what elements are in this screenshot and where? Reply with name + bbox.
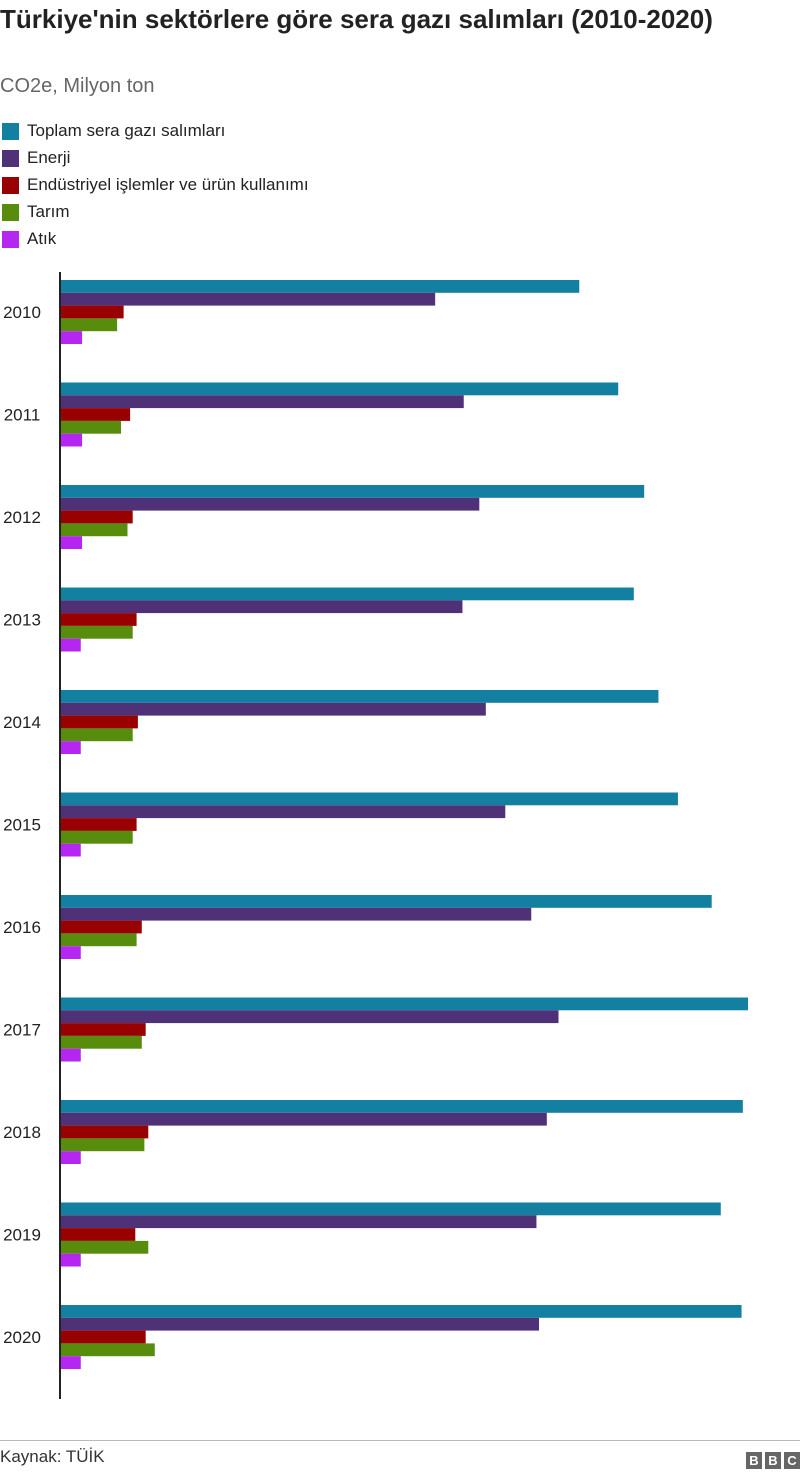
chart-subtitle: CO2e, Milyon ton: [0, 75, 155, 97]
bar-2012-1: [60, 485, 645, 498]
bar-2016-3: [60, 920, 142, 934]
category-label: 2017: [3, 1021, 41, 1040]
bar-2019-5: [60, 1253, 81, 1267]
bar-2015-4: [60, 830, 133, 844]
bar-2017-4: [60, 1035, 142, 1049]
bar-2019-2: [60, 1215, 537, 1229]
bar-2012-2: [60, 497, 480, 511]
legend-label: Toplam sera gazı salımları: [27, 121, 226, 140]
bbc-logo-letter: B: [765, 1452, 781, 1469]
bar-2013-3: [60, 613, 137, 626]
bar-2015-2: [60, 805, 506, 819]
bar-2019-4: [60, 1240, 149, 1254]
bar-2018-5: [60, 1151, 81, 1164]
category-label: 2019: [3, 1226, 41, 1245]
bar-2010-4: [60, 318, 118, 332]
legend-label: Enerji: [27, 148, 71, 167]
legend-swatch: [2, 204, 19, 221]
category-label: 2020: [3, 1328, 41, 1347]
category-label: 2011: [4, 406, 41, 425]
bar-2020-4: [60, 1343, 155, 1357]
bar-chart: 2010 2011 2012 2013 2014 2015 2016 2017 2018 2019…: [3, 272, 749, 1399]
bar-2020-2: [60, 1317, 540, 1331]
bar-2020-3: [60, 1330, 146, 1344]
legend-label: Endüstriyel işlemler ve ürün kullanımı: [27, 175, 309, 194]
bar-2017-3: [60, 1023, 146, 1036]
legend-swatch: [2, 177, 19, 194]
bar-2014-1: [60, 690, 659, 703]
bar-2020-1: [60, 1305, 742, 1318]
category-label: 2010: [3, 303, 41, 322]
legend-swatch: [2, 123, 19, 140]
bar-2011-3: [60, 408, 131, 421]
bar-2016-4: [60, 933, 137, 947]
legend-swatch: [2, 150, 19, 167]
legend-label: Atık: [27, 229, 57, 248]
bar-2016-5: [60, 946, 81, 959]
bar-2016-1: [60, 895, 712, 908]
bar-2012-4: [60, 523, 128, 537]
bar-2017-1: [60, 997, 749, 1011]
bar-2018-2: [60, 1112, 547, 1126]
bar-2015-5: [60, 843, 81, 857]
source-note: Kaynak: TÜİK: [0, 1447, 105, 1466]
bar-2014-3: [60, 715, 138, 729]
bar-2018-1: [60, 1100, 743, 1113]
bar-2013-2: [60, 600, 463, 614]
category-label: 2018: [3, 1123, 41, 1142]
bar-2013-4: [60, 625, 133, 639]
bar-2013-5: [60, 638, 81, 652]
bar-2014-5: [60, 741, 81, 754]
bar-2019-3: [60, 1228, 136, 1241]
bar-2014-4: [60, 728, 133, 742]
bar-2012-3: [60, 510, 133, 524]
category-label: 2015: [3, 816, 41, 835]
category-label: 2014: [3, 713, 41, 732]
bar-2011-5: [60, 433, 83, 447]
bar-2020-5: [60, 1356, 81, 1369]
bar-2010-3: [60, 305, 124, 319]
bar-2019-1: [60, 1202, 721, 1216]
bar-2014-2: [60, 702, 486, 716]
category-label: 2012: [3, 508, 41, 527]
bar-2015-3: [60, 818, 137, 831]
bar-2015-1: [60, 792, 678, 806]
bar-2011-1: [60, 382, 619, 396]
bar-2016-2: [60, 907, 532, 921]
bar-2010-5: [60, 331, 83, 344]
category-label: 2013: [3, 611, 41, 630]
bar-2018-4: [60, 1138, 145, 1152]
bar-2011-2: [60, 395, 464, 409]
bar-2012-5: [60, 536, 83, 549]
bar-2017-5: [60, 1048, 81, 1062]
bar-2013-1: [60, 587, 634, 601]
bar-2018-3: [60, 1125, 149, 1139]
legend-swatch: [2, 231, 19, 248]
footer-divider: [0, 1440, 800, 1441]
category-label: 2016: [3, 918, 41, 937]
bar-2010-2: [60, 292, 436, 306]
bbc-logo-letter: C: [784, 1452, 800, 1469]
legend-label: Tarım: [27, 202, 70, 221]
bar-2011-4: [60, 420, 122, 434]
bar-2017-2: [60, 1010, 559, 1024]
bar-2010-1: [60, 280, 580, 293]
bbc-logo-letter: B: [746, 1452, 762, 1469]
chart-title: Türkiye'nin sektörlere göre sera gazı sa…: [0, 4, 713, 34]
